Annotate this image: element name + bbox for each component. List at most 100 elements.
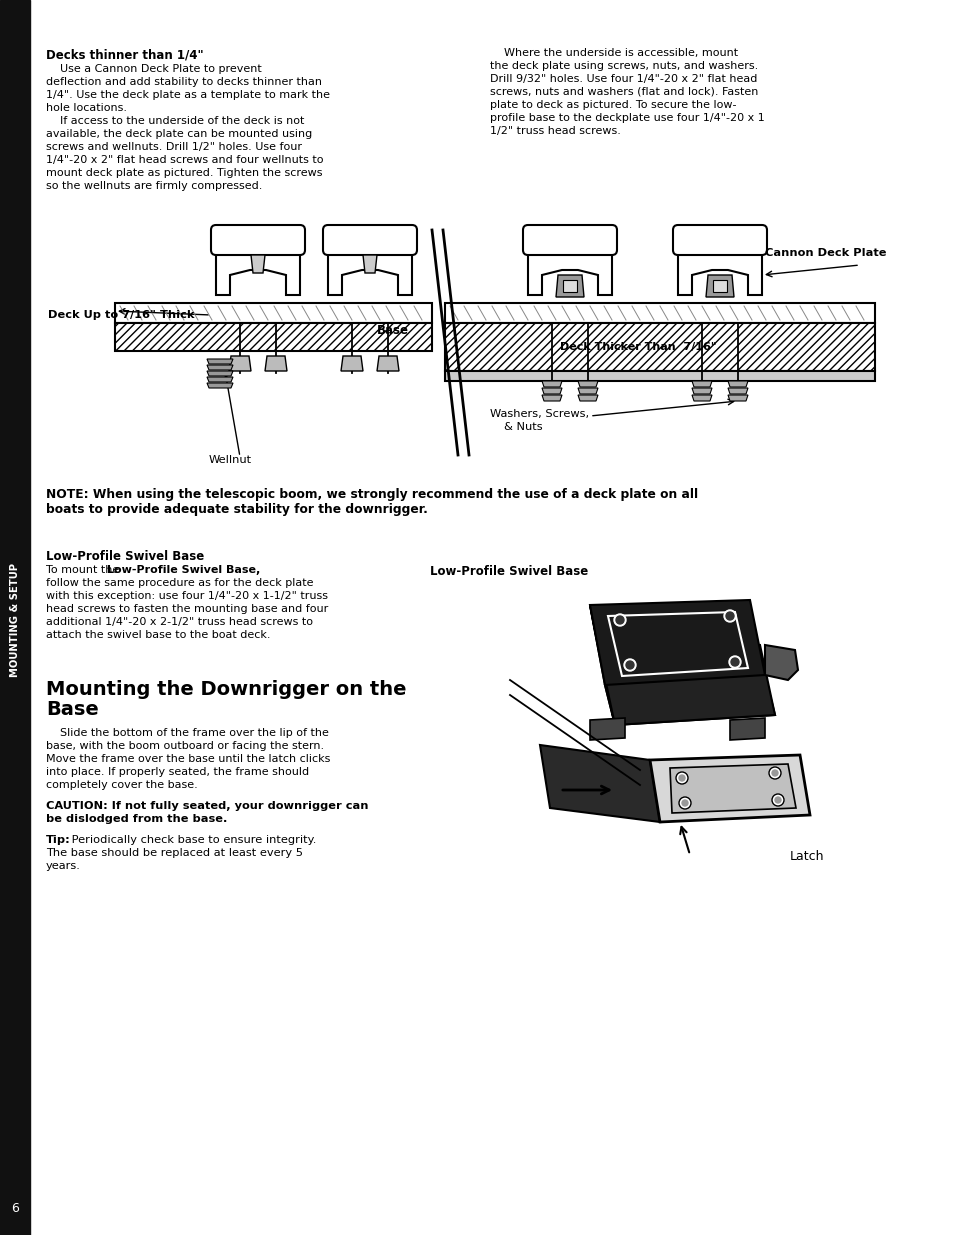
- Polygon shape: [691, 395, 711, 401]
- Text: attach the swivel base to the boat deck.: attach the swivel base to the boat deck.: [46, 630, 271, 640]
- Circle shape: [771, 794, 783, 806]
- Text: 1/2" truss head screws.: 1/2" truss head screws.: [490, 126, 620, 136]
- Polygon shape: [599, 645, 774, 725]
- Polygon shape: [578, 395, 598, 401]
- Polygon shape: [589, 718, 624, 740]
- Text: Low-Profile Swivel Base: Low-Profile Swivel Base: [430, 564, 588, 578]
- Bar: [444, 303, 874, 324]
- Polygon shape: [669, 764, 795, 813]
- Polygon shape: [649, 755, 809, 823]
- Circle shape: [728, 656, 740, 668]
- Polygon shape: [328, 237, 412, 295]
- Text: deflection and add stability to decks thinner than: deflection and add stability to decks th…: [46, 77, 322, 86]
- Text: boats to provide adequate stability for the downrigger.: boats to provide adequate stability for …: [46, 503, 428, 516]
- Circle shape: [768, 767, 781, 779]
- Text: Washers, Screws,: Washers, Screws,: [490, 409, 589, 419]
- Text: 1/4". Use the deck plate as a template to mark the: 1/4". Use the deck plate as a template t…: [46, 90, 330, 100]
- Text: into place. If properly seated, the frame should: into place. If properly seated, the fram…: [46, 767, 309, 777]
- Polygon shape: [541, 395, 561, 401]
- Polygon shape: [578, 382, 598, 387]
- Text: Low-Profile Swivel Base,: Low-Profile Swivel Base,: [107, 564, 260, 576]
- Circle shape: [730, 658, 739, 666]
- Text: the deck plate using screws, nuts, and washers.: the deck plate using screws, nuts, and w…: [490, 61, 758, 70]
- FancyBboxPatch shape: [323, 225, 416, 254]
- Polygon shape: [265, 356, 287, 370]
- Polygon shape: [727, 388, 747, 394]
- Text: hole locations.: hole locations.: [46, 103, 127, 112]
- Text: Deck Up to 7/16" Thick: Deck Up to 7/16" Thick: [48, 310, 194, 320]
- Text: Cannon Deck Plate: Cannon Deck Plate: [764, 248, 885, 258]
- Text: be dislodged from the base.: be dislodged from the base.: [46, 814, 227, 824]
- Bar: [712, 280, 726, 291]
- Text: plate to deck as pictured. To secure the low-: plate to deck as pictured. To secure the…: [490, 100, 736, 110]
- Polygon shape: [764, 645, 797, 680]
- Circle shape: [679, 776, 684, 781]
- Text: so the wellnuts are firmly compressed.: so the wellnuts are firmly compressed.: [46, 182, 262, 191]
- Polygon shape: [727, 382, 747, 387]
- Polygon shape: [363, 254, 376, 273]
- Polygon shape: [541, 382, 561, 387]
- Circle shape: [676, 772, 687, 784]
- FancyBboxPatch shape: [522, 225, 617, 254]
- Text: Slide the bottom of the frame over the lip of the: Slide the bottom of the frame over the l…: [46, 727, 329, 739]
- Circle shape: [725, 613, 733, 620]
- Text: Drill 9/32" holes. Use four 1/4"-20 x 2" flat head: Drill 9/32" holes. Use four 1/4"-20 x 2"…: [490, 74, 757, 84]
- Text: Base: Base: [46, 700, 99, 719]
- Circle shape: [681, 800, 687, 806]
- FancyBboxPatch shape: [211, 225, 305, 254]
- Text: Tip:: Tip:: [46, 835, 71, 845]
- Polygon shape: [251, 254, 265, 273]
- Text: base, with the boom outboard or facing the stern.: base, with the boom outboard or facing t…: [46, 741, 324, 751]
- Text: Mounting the Downrigger on the: Mounting the Downrigger on the: [46, 680, 406, 699]
- Text: mount deck plate as pictured. Tighten the screws: mount deck plate as pictured. Tighten th…: [46, 168, 322, 178]
- Text: follow the same procedure as for the deck plate: follow the same procedure as for the dec…: [46, 578, 314, 588]
- Text: Use a Cannon Deck Plate to prevent: Use a Cannon Deck Plate to prevent: [46, 64, 261, 74]
- Polygon shape: [678, 237, 761, 295]
- Text: years.: years.: [46, 861, 81, 871]
- Polygon shape: [207, 377, 233, 382]
- Bar: [115, 324, 432, 351]
- Text: screws, nuts and washers (flat and lock). Fasten: screws, nuts and washers (flat and lock)…: [490, 86, 758, 98]
- Bar: [115, 303, 432, 324]
- Text: Decks thinner than 1/4": Decks thinner than 1/4": [46, 48, 203, 61]
- Polygon shape: [727, 395, 747, 401]
- Text: available, the deck plate can be mounted using: available, the deck plate can be mounted…: [46, 128, 312, 140]
- Text: 6: 6: [11, 1202, 19, 1214]
- Text: completely cover the base.: completely cover the base.: [46, 781, 197, 790]
- Text: & Nuts: & Nuts: [503, 422, 542, 432]
- Polygon shape: [729, 718, 764, 740]
- Polygon shape: [207, 383, 233, 388]
- Polygon shape: [539, 745, 659, 823]
- Bar: [444, 370, 874, 382]
- Polygon shape: [207, 359, 233, 364]
- Text: CAUTION: If not fully seated, your downrigger can: CAUTION: If not fully seated, your downr…: [46, 802, 368, 811]
- Polygon shape: [691, 388, 711, 394]
- Polygon shape: [340, 356, 363, 370]
- Text: Move the frame over the base until the latch clicks: Move the frame over the base until the l…: [46, 755, 330, 764]
- Circle shape: [625, 661, 634, 669]
- Polygon shape: [705, 275, 733, 296]
- Text: Where the underside is accessible, mount: Where the underside is accessible, mount: [490, 48, 738, 58]
- Polygon shape: [527, 237, 612, 295]
- Text: additional 1/4"-20 x 2-1/2" truss head screws to: additional 1/4"-20 x 2-1/2" truss head s…: [46, 618, 313, 627]
- Text: with this exception: use four 1/4"-20 x 1-1/2" truss: with this exception: use four 1/4"-20 x …: [46, 592, 328, 601]
- Polygon shape: [207, 370, 233, 375]
- Text: Latch: Latch: [789, 850, 823, 863]
- Text: profile base to the deckplate use four 1/4"-20 x 1: profile base to the deckplate use four 1…: [490, 112, 764, 124]
- Text: head screws to fasten the mounting base and four: head screws to fasten the mounting base …: [46, 604, 328, 614]
- Text: MOUNTING & SETUP: MOUNTING & SETUP: [10, 563, 20, 677]
- Circle shape: [774, 797, 781, 803]
- Polygon shape: [589, 600, 764, 685]
- Text: Deck Thicker Than  7/16": Deck Thicker Than 7/16": [559, 342, 716, 352]
- Circle shape: [623, 659, 636, 671]
- Polygon shape: [691, 382, 711, 387]
- Text: 1/4"-20 x 2" flat head screws and four wellnuts to: 1/4"-20 x 2" flat head screws and four w…: [46, 156, 323, 165]
- Circle shape: [614, 614, 625, 626]
- Polygon shape: [229, 356, 251, 370]
- Text: NOTE: When using the telescopic boom, we strongly recommend the use of a deck pl: NOTE: When using the telescopic boom, we…: [46, 488, 698, 501]
- Polygon shape: [556, 275, 583, 296]
- Polygon shape: [376, 356, 398, 370]
- Polygon shape: [604, 676, 774, 725]
- Polygon shape: [215, 237, 299, 295]
- Polygon shape: [207, 366, 233, 370]
